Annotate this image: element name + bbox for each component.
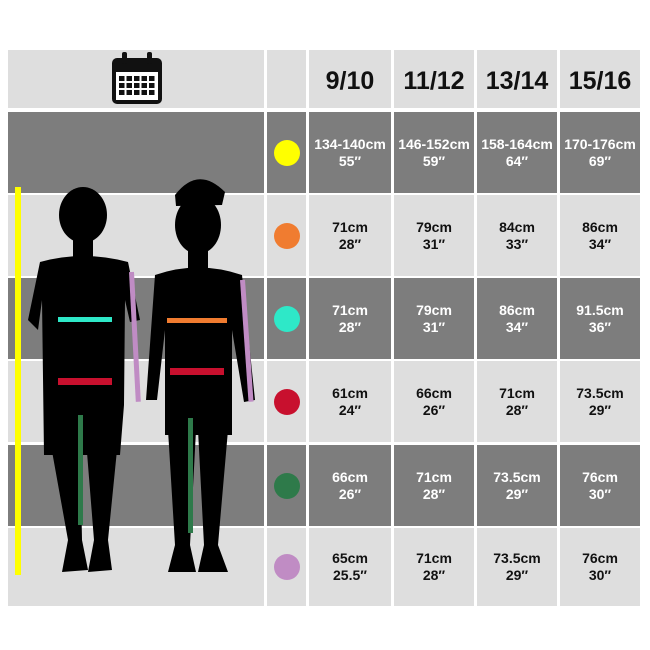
legend-dot-cell [267, 445, 306, 526]
table-cell: 71cm 28″ [394, 445, 474, 526]
value-cm: 66cm [332, 468, 368, 485]
table-cell: 86cm 34″ [477, 278, 557, 359]
value-cm: 71cm [332, 301, 368, 318]
legend-dot-cell [267, 361, 306, 442]
value-inches: 24″ [338, 401, 362, 418]
table-cell: 71cm 28″ [394, 528, 474, 606]
table-cell: 134-140cm 55″ [309, 112, 391, 193]
column-header: 9/10 [309, 50, 391, 108]
column-header: 15/16 [560, 50, 640, 108]
value-inches: 36″ [588, 318, 612, 335]
table-cell: 86cm 34″ [560, 195, 640, 276]
value-cm: 76cm [582, 468, 618, 485]
value-inches: 29″ [505, 485, 529, 502]
legend-dot-cell [267, 195, 306, 276]
value-inches: 69″ [588, 152, 612, 169]
value-cm: 79cm [416, 301, 452, 318]
value-inches: 64″ [505, 152, 529, 169]
table-cell: 91.5cm 36″ [560, 278, 640, 359]
value-cm: 84cm [499, 218, 535, 235]
table-cell: 73.5cm 29″ [477, 528, 557, 606]
table-cell: 146-152cm 59″ [394, 112, 474, 193]
value-inches: 26″ [422, 401, 446, 418]
value-cm: 170-176cm [564, 135, 636, 152]
value-inches: 31″ [422, 318, 446, 335]
value-inches: 25.5″ [333, 567, 367, 583]
table-cell: 71cm 28″ [309, 278, 391, 359]
header-dot-cell [267, 50, 306, 108]
table-cell: 73.5cm 29″ [560, 361, 640, 442]
value-cm: 73.5cm [493, 468, 541, 485]
table-cell: 76cm 30″ [560, 445, 640, 526]
value-cm: 158-164cm [481, 135, 553, 152]
measurement-color-dot [273, 388, 300, 415]
value-inches: 28″ [505, 401, 529, 418]
value-cm: 76cm [582, 550, 618, 566]
value-cm: 66cm [416, 384, 452, 401]
table-cell: 170-176cm 69″ [560, 112, 640, 193]
value-cm: 61cm [332, 384, 368, 401]
table-cell: 71cm 28″ [477, 361, 557, 442]
table-cell: 79cm 31″ [394, 278, 474, 359]
calendar-icon [112, 52, 162, 104]
table-cell: 66cm 26″ [394, 361, 474, 442]
value-cm: 71cm [332, 218, 368, 235]
table-cell: 158-164cm 64″ [477, 112, 557, 193]
legend-dot-cell [267, 278, 306, 359]
value-inches: 34″ [588, 235, 612, 252]
table-cell: 84cm 33″ [477, 195, 557, 276]
value-inches: 29″ [505, 567, 529, 583]
value-cm: 86cm [499, 301, 535, 318]
value-inches: 28″ [422, 567, 446, 583]
value-inches: 26″ [338, 485, 362, 502]
value-inches: 28″ [338, 235, 362, 252]
value-cm: 86cm [582, 218, 618, 235]
column-header: 11/12 [394, 50, 474, 108]
value-inches: 31″ [422, 235, 446, 252]
value-inches: 30″ [588, 567, 612, 583]
legend-dot-cell [267, 112, 306, 193]
value-cm: 91.5cm [576, 301, 624, 318]
value-cm: 79cm [416, 218, 452, 235]
table-cell: 76cm 30″ [560, 528, 640, 606]
measurement-color-dot [273, 222, 300, 249]
value-inches: 34″ [505, 318, 529, 335]
value-inches: 59″ [422, 152, 446, 169]
column-header: 13/14 [477, 50, 557, 108]
measurement-color-dot [273, 554, 300, 580]
value-inches: 29″ [588, 401, 612, 418]
legend-dot-cell [267, 528, 306, 606]
value-inches: 28″ [338, 318, 362, 335]
value-inches: 30″ [588, 485, 612, 502]
value-cm: 73.5cm [493, 550, 541, 566]
value-cm: 71cm [416, 468, 452, 485]
table-cell: 71cm 28″ [309, 195, 391, 276]
table-cell: 66cm 26″ [309, 445, 391, 526]
table-cell: 79cm 31″ [394, 195, 474, 276]
measurement-color-dot [273, 472, 300, 499]
measurement-color-dot [273, 305, 300, 332]
value-cm: 73.5cm [576, 384, 624, 401]
table-cell: 65cm 25.5″ [309, 528, 391, 606]
value-cm: 134-140cm [314, 135, 386, 152]
value-cm: 71cm [499, 384, 535, 401]
value-cm: 146-152cm [398, 135, 470, 152]
measurement-color-dot [273, 139, 300, 166]
table-cell: 73.5cm 29″ [477, 445, 557, 526]
value-inches: 33″ [505, 235, 529, 252]
value-cm: 65cm [332, 550, 368, 566]
value-inches: 28″ [422, 485, 446, 502]
table-cell: 61cm 24″ [309, 361, 391, 442]
value-inches: 55″ [338, 152, 362, 169]
value-cm: 71cm [416, 550, 452, 566]
figure-band [8, 112, 264, 193]
